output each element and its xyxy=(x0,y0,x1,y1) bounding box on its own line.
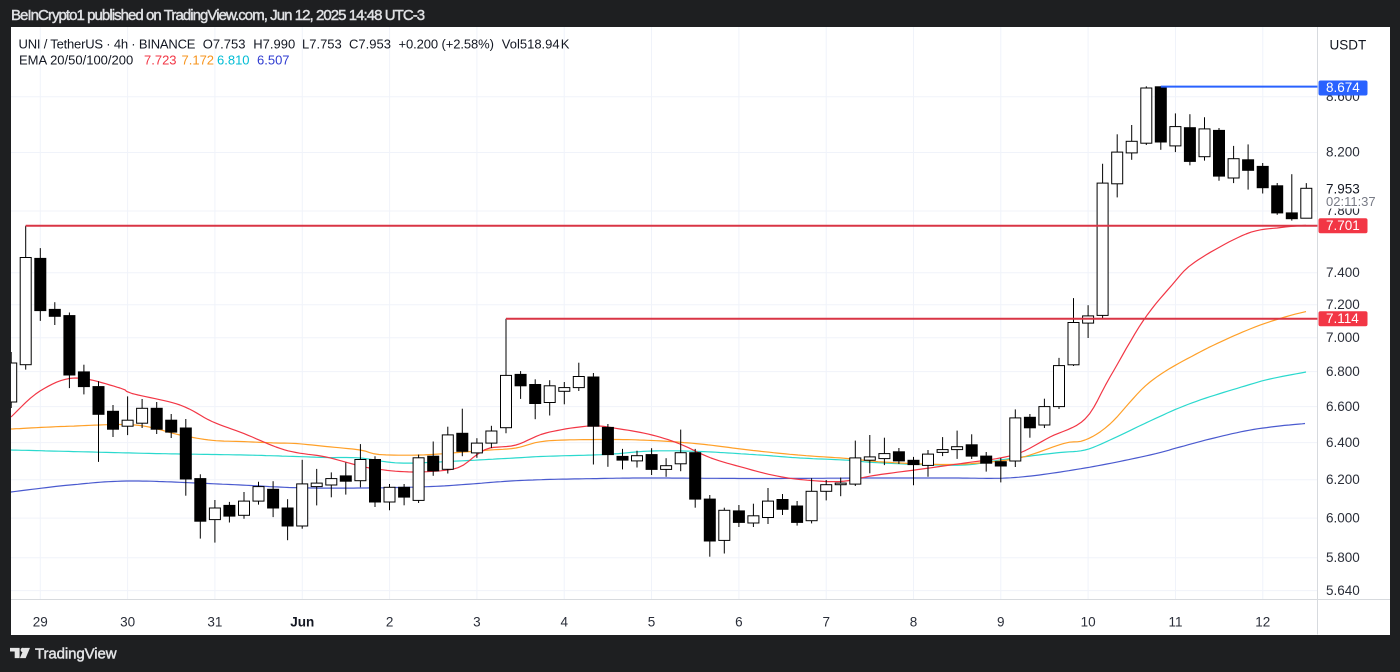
svg-text:4: 4 xyxy=(560,615,568,630)
svg-text:USDT: USDT xyxy=(1330,38,1367,53)
svg-text:6.810: 6.810 xyxy=(217,53,250,68)
svg-text:7.701: 7.701 xyxy=(1326,218,1360,233)
svg-text:5.800: 5.800 xyxy=(1326,550,1360,565)
svg-text:7.953: 7.953 xyxy=(1326,182,1360,197)
svg-text:UNI / TetherUS · 4h · BINANCE: UNI / TetherUS · 4h · BINANCE xyxy=(19,37,196,52)
svg-text:+0.200 (+2.58%): +0.200 (+2.58%) xyxy=(399,37,494,52)
svg-text:6.400: 6.400 xyxy=(1326,435,1360,450)
svg-text:O7.753: O7.753 xyxy=(203,37,246,52)
svg-text:7.200: 7.200 xyxy=(1326,297,1360,312)
svg-text:5: 5 xyxy=(648,615,656,630)
svg-text:7.723: 7.723 xyxy=(144,53,177,68)
svg-text:8: 8 xyxy=(910,615,918,630)
svg-text:6.200: 6.200 xyxy=(1326,472,1360,487)
svg-text:7.172: 7.172 xyxy=(182,53,215,68)
svg-text:10: 10 xyxy=(1081,615,1096,630)
svg-text:8.674: 8.674 xyxy=(1326,80,1360,95)
svg-text:6.000: 6.000 xyxy=(1326,510,1360,525)
svg-text:5.640: 5.640 xyxy=(1326,583,1360,598)
svg-text:11: 11 xyxy=(1168,615,1182,630)
svg-text:30: 30 xyxy=(120,615,135,630)
svg-text:2: 2 xyxy=(386,615,394,630)
svg-text:H7.990: H7.990 xyxy=(253,37,295,52)
svg-text:7.000: 7.000 xyxy=(1326,330,1360,345)
svg-text:7: 7 xyxy=(822,615,830,630)
svg-text:7.400: 7.400 xyxy=(1326,265,1360,280)
svg-text:31: 31 xyxy=(207,615,222,630)
svg-text:6: 6 xyxy=(735,615,743,630)
svg-text:6.800: 6.800 xyxy=(1326,364,1360,379)
svg-text:02:11:37: 02:11:37 xyxy=(1326,194,1376,209)
svg-text:12: 12 xyxy=(1255,615,1270,630)
svg-text:8.200: 8.200 xyxy=(1326,145,1360,160)
svg-text:EMA 20/50/100/200: EMA 20/50/100/200 xyxy=(19,53,133,68)
svg-text:6.507: 6.507 xyxy=(257,53,290,68)
svg-text:Jun: Jun xyxy=(290,615,314,630)
svg-text:C7.953: C7.953 xyxy=(349,37,391,52)
svg-text:TradingView: TradingView xyxy=(35,646,117,663)
svg-text:6.600: 6.600 xyxy=(1326,399,1360,414)
svg-text:9: 9 xyxy=(997,615,1005,630)
svg-text:L7.753: L7.753 xyxy=(302,37,342,52)
svg-text:29: 29 xyxy=(33,615,48,630)
svg-text:7.114: 7.114 xyxy=(1326,311,1359,326)
svg-text:3: 3 xyxy=(473,615,481,630)
svg-text:Vol518.94 K: Vol518.94 K xyxy=(502,37,570,52)
